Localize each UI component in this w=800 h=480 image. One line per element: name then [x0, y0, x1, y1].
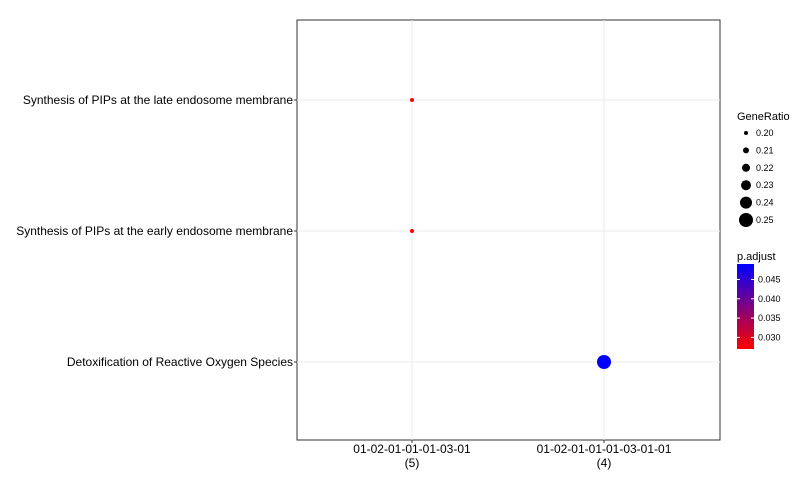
size-legend-label: 0.24 — [756, 198, 774, 208]
data-points — [410, 98, 611, 369]
size-legend-key — [739, 213, 753, 227]
size-legend-label: 0.20 — [756, 128, 774, 138]
x-axis-ticks: 01-02-01-01-01-03-01(5) 01-02-01-01-01-03… — [353, 440, 672, 470]
size-legend: GeneRatio 0.20 0.21 0.22 0.23 0.24 0.25 — [737, 111, 790, 227]
y-tick-label: Synthesis of PIPs at the late endosome m… — [23, 93, 293, 107]
color-legend-label: 0.030 — [758, 332, 781, 342]
color-legend-label: 0.045 — [758, 274, 781, 284]
x-tick-label: 01-02-01-01-01-03-01-01 — [537, 442, 672, 456]
plot-panel — [296, 19, 721, 441]
x-tick-count: (4) — [597, 456, 612, 470]
data-point — [597, 355, 611, 369]
y-axis-ticks: Synthesis of PIPs at the late endosome m… — [16, 93, 297, 369]
size-legend-key — [741, 180, 751, 191]
data-point — [410, 229, 414, 233]
y-tick-label: Synthesis of PIPs at the early endosome … — [16, 224, 293, 238]
size-legend-label: 0.22 — [756, 163, 774, 173]
color-legend-bar — [737, 264, 754, 349]
data-point — [410, 98, 414, 102]
color-legend: p.adjust 0.030 0.035 0.040 0.045 — [737, 251, 781, 349]
size-legend-title: GeneRatio — [737, 111, 790, 123]
y-tick-label: Detoxification of Reactive Oxygen Specie… — [67, 355, 293, 369]
size-legend-label: 0.25 — [756, 215, 774, 225]
x-tick-count: (5) — [405, 456, 420, 470]
color-legend-label: 0.035 — [758, 313, 781, 323]
size-legend-label: 0.23 — [756, 180, 774, 190]
size-legend-key — [742, 163, 750, 172]
color-legend-label: 0.040 — [758, 294, 781, 304]
size-legend-key — [740, 196, 752, 209]
x-tick-label: 01-02-01-01-01-03-01 — [353, 442, 471, 456]
size-legend-key — [743, 147, 749, 154]
size-legend-key — [744, 131, 748, 135]
grid-lines — [297, 20, 720, 440]
color-legend-title: p.adjust — [737, 251, 776, 263]
size-legend-label: 0.21 — [756, 145, 774, 155]
